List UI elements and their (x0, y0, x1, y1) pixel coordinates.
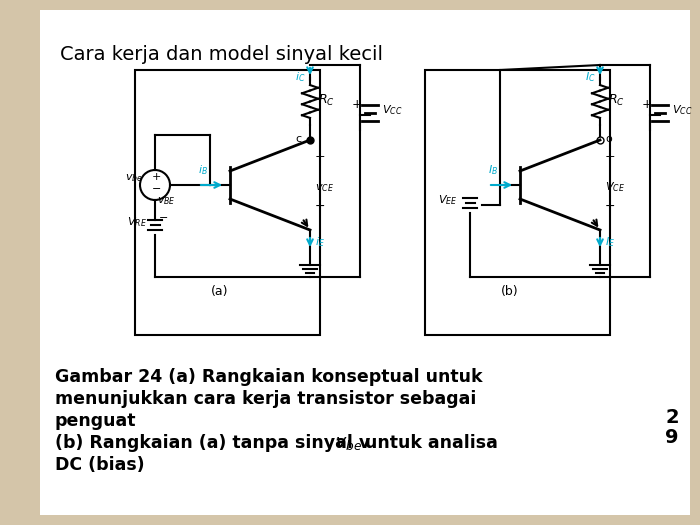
Text: $I_C$: $I_C$ (585, 70, 596, 84)
Text: $V_{CC}$: $V_{CC}$ (672, 103, 692, 117)
Text: c: c (295, 134, 301, 144)
Text: menunjukkan cara kerja transistor sebagai: menunjukkan cara kerja transistor sebaga… (55, 390, 477, 408)
Text: $I_B$: $I_B$ (488, 163, 498, 177)
Text: $R_C$: $R_C$ (318, 92, 335, 108)
Bar (425, 70, 610, 335)
Text: (b) Rangkaian (a) tanpa sinyal v: (b) Rangkaian (a) tanpa sinyal v (55, 434, 370, 452)
Text: $v_{be}$: $v_{be}$ (335, 434, 362, 452)
Text: DC (bias): DC (bias) (55, 456, 145, 474)
Text: $v_{CE}$: $v_{CE}$ (315, 182, 334, 194)
Text: (b): (b) (501, 285, 519, 298)
Bar (135, 70, 320, 335)
Text: $R_C$: $R_C$ (608, 92, 625, 108)
Text: $i_C$: $i_C$ (295, 70, 305, 84)
Text: $i_B$: $i_B$ (198, 163, 208, 177)
Text: −: − (605, 200, 615, 213)
Text: $V_{CC}$: $V_{CC}$ (382, 103, 402, 117)
Text: −: − (152, 184, 162, 194)
Text: $I_E$: $I_E$ (605, 235, 615, 249)
Text: $v_{be}$: $v_{be}$ (125, 172, 143, 184)
Text: 2: 2 (665, 408, 679, 427)
FancyBboxPatch shape (40, 10, 690, 515)
Text: +: + (605, 150, 615, 163)
Text: +: + (315, 150, 326, 163)
Text: 9: 9 (665, 428, 679, 447)
Text: Cara kerja dan model sinyal kecil: Cara kerja dan model sinyal kecil (60, 45, 383, 64)
Text: $V_{EE}$: $V_{EE}$ (438, 193, 457, 207)
Text: +: + (642, 98, 652, 111)
Text: $V_{RE}$: $V_{RE}$ (127, 215, 147, 229)
Text: +: + (152, 172, 162, 182)
Text: −: − (159, 213, 169, 223)
Text: o: o (605, 134, 612, 144)
Text: (a): (a) (211, 285, 229, 298)
Text: −: − (315, 200, 326, 213)
Text: $i_E$: $i_E$ (315, 235, 325, 249)
Text: +: + (352, 98, 363, 111)
Text: penguat: penguat (55, 412, 136, 430)
Text: $V_{CE}$: $V_{CE}$ (605, 180, 625, 194)
Text: Gambar 24 (a) Rangkaian konseptual untuk: Gambar 24 (a) Rangkaian konseptual untuk (55, 368, 482, 386)
Text: untuk analisa: untuk analisa (359, 434, 498, 452)
Text: $v_{BE}$: $v_{BE}$ (157, 195, 176, 207)
